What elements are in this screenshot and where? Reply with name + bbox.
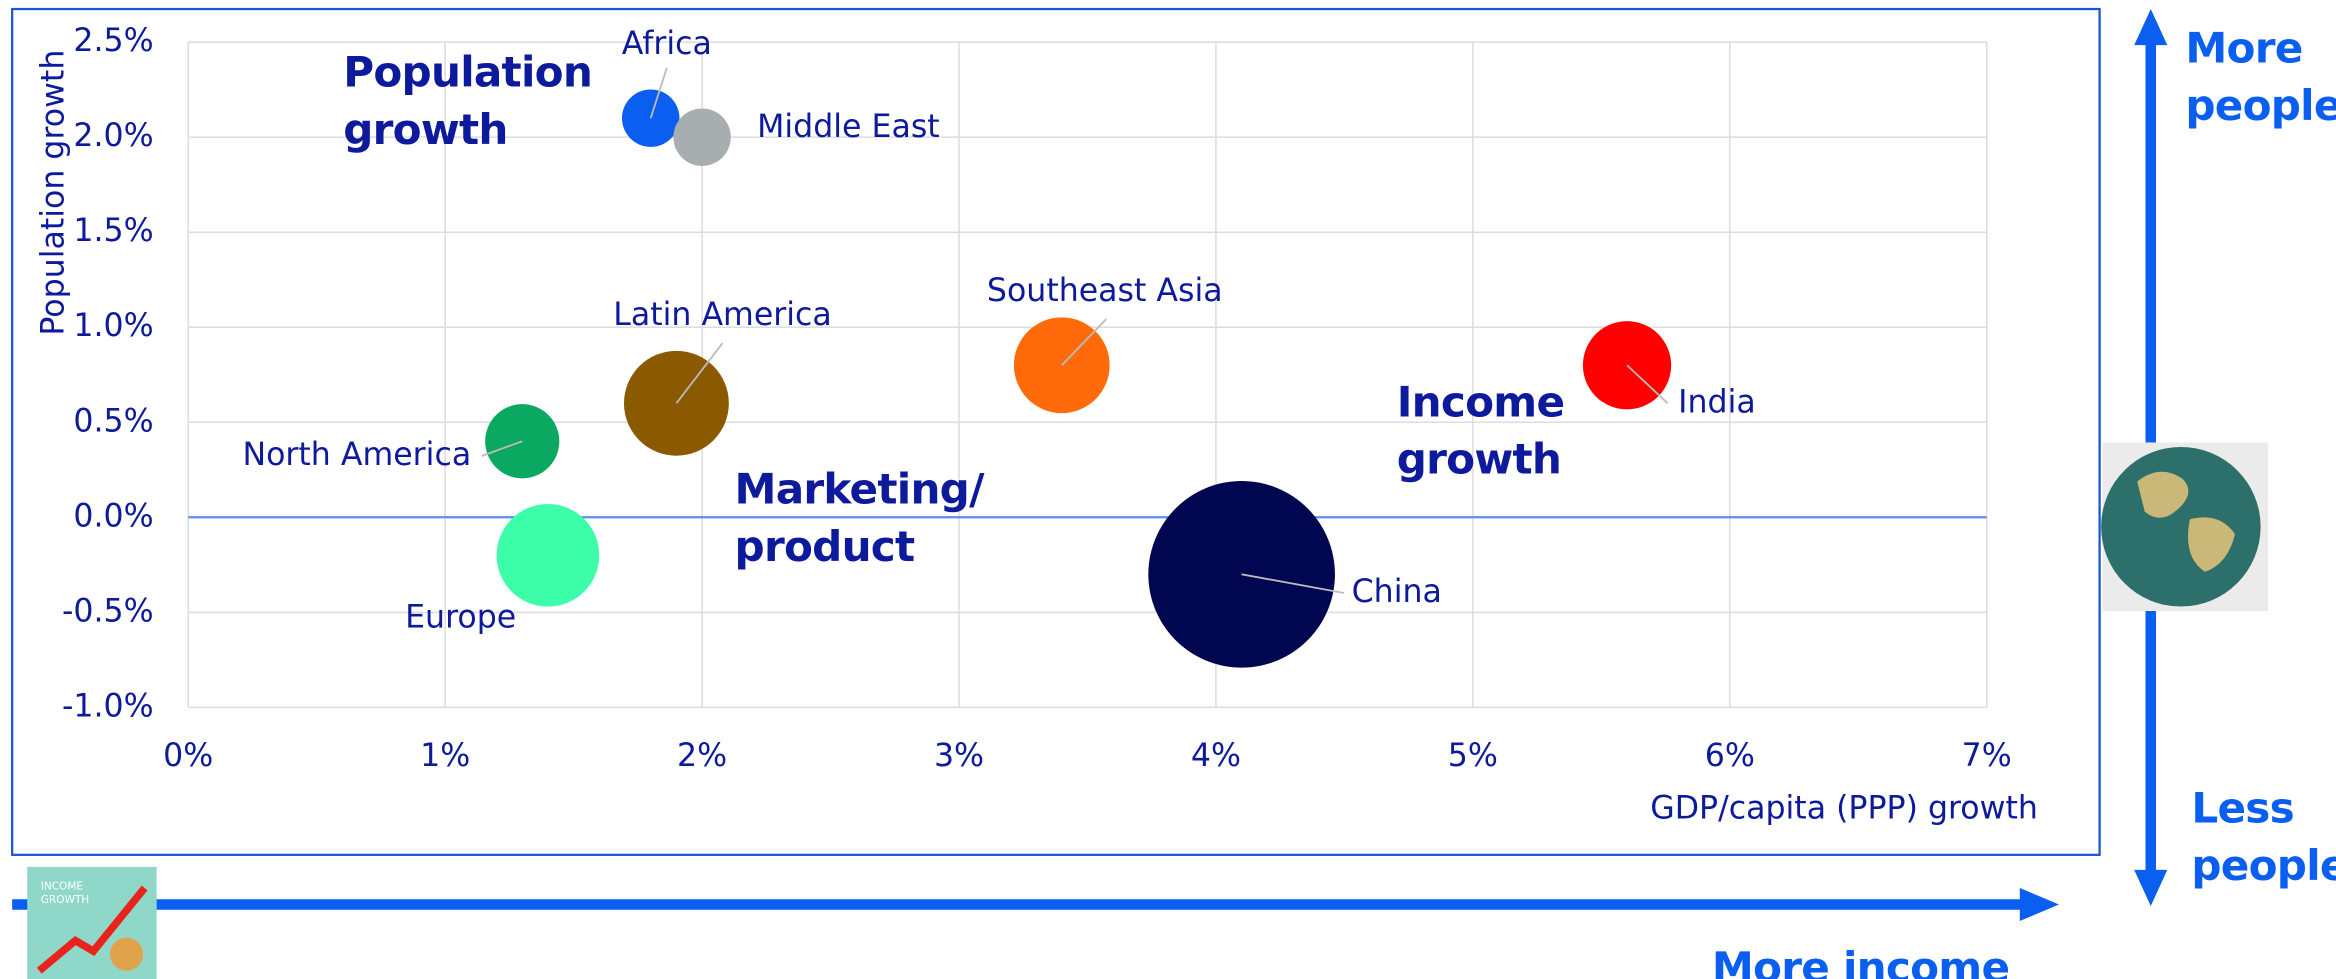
- annotation: More: [2185, 24, 2302, 73]
- annotation: product: [735, 522, 915, 571]
- bubble-label: India: [1678, 384, 1756, 420]
- page: INCOME GROWTH 0% 1% 2% 3% 4% 5% 6% 7% -1.0% -0.5%…: [0, 0, 2336, 979]
- x-tick-label: 7%: [1962, 738, 2012, 774]
- bubble-label: Southeast Asia: [987, 273, 1223, 309]
- icon-label: GROWTH: [41, 894, 89, 906]
- annotation: growth: [1397, 435, 1561, 484]
- arrow-head: [2134, 9, 2167, 45]
- x-axis-title: GDP/capita (PPP) growth: [1650, 791, 2038, 827]
- annotation: Less: [2191, 784, 2294, 833]
- annotation: people: [2191, 841, 2336, 890]
- bubble-label: Middle East: [757, 109, 940, 145]
- annotation: people: [2185, 81, 2336, 130]
- annotation: Marketing/: [735, 465, 986, 514]
- annotation: growth: [343, 105, 507, 154]
- bubble-label: Europe: [405, 600, 516, 636]
- bubble: [673, 108, 730, 165]
- bubble-label: North America: [242, 437, 471, 473]
- y-tick-label: 0.5%: [73, 403, 153, 439]
- x-tick-label: 0%: [163, 738, 213, 774]
- annotation: Population: [343, 48, 592, 97]
- y-tick-label: 2.5%: [73, 23, 153, 59]
- bubble-label: Africa: [622, 26, 712, 62]
- bubble-label: China: [1352, 574, 1442, 610]
- x-tick-label: 1%: [420, 738, 470, 774]
- globe-icon: [2101, 447, 2261, 607]
- bubble-label: Latin America: [613, 297, 832, 333]
- y-tick-label: 0.0%: [73, 498, 153, 534]
- x-tick-label: 6%: [1705, 738, 1755, 774]
- x-tick-label: 2%: [677, 738, 727, 774]
- bubble: [497, 504, 600, 607]
- y-tick-label: 1.0%: [73, 308, 153, 344]
- bubble: [1583, 321, 1671, 409]
- y-tick-label: -0.5%: [62, 593, 154, 629]
- y-tick-label: 2.0%: [73, 118, 153, 154]
- y-tick-label: 1.5%: [73, 213, 153, 249]
- income-icon-bag: [110, 938, 143, 971]
- chart-frame: [12, 9, 2099, 855]
- arrow-head: [2134, 870, 2167, 906]
- annotation: Income: [1397, 377, 1565, 426]
- x-tick-label: 3%: [934, 738, 984, 774]
- y-tick-label: -1.0%: [62, 688, 154, 724]
- y-axis-title: Population growth: [35, 50, 71, 336]
- annotation: More income: [1712, 943, 2009, 979]
- x-tick-label: 5%: [1448, 738, 1498, 774]
- x-tick-label: 4%: [1191, 738, 1241, 774]
- arrow-head: [2020, 888, 2059, 921]
- icon-label: INCOME: [41, 880, 83, 892]
- chart: INCOME GROWTH 0% 1% 2% 3% 4% 5% 6% 7% -1.0% -0.5%…: [0, 0, 2336, 979]
